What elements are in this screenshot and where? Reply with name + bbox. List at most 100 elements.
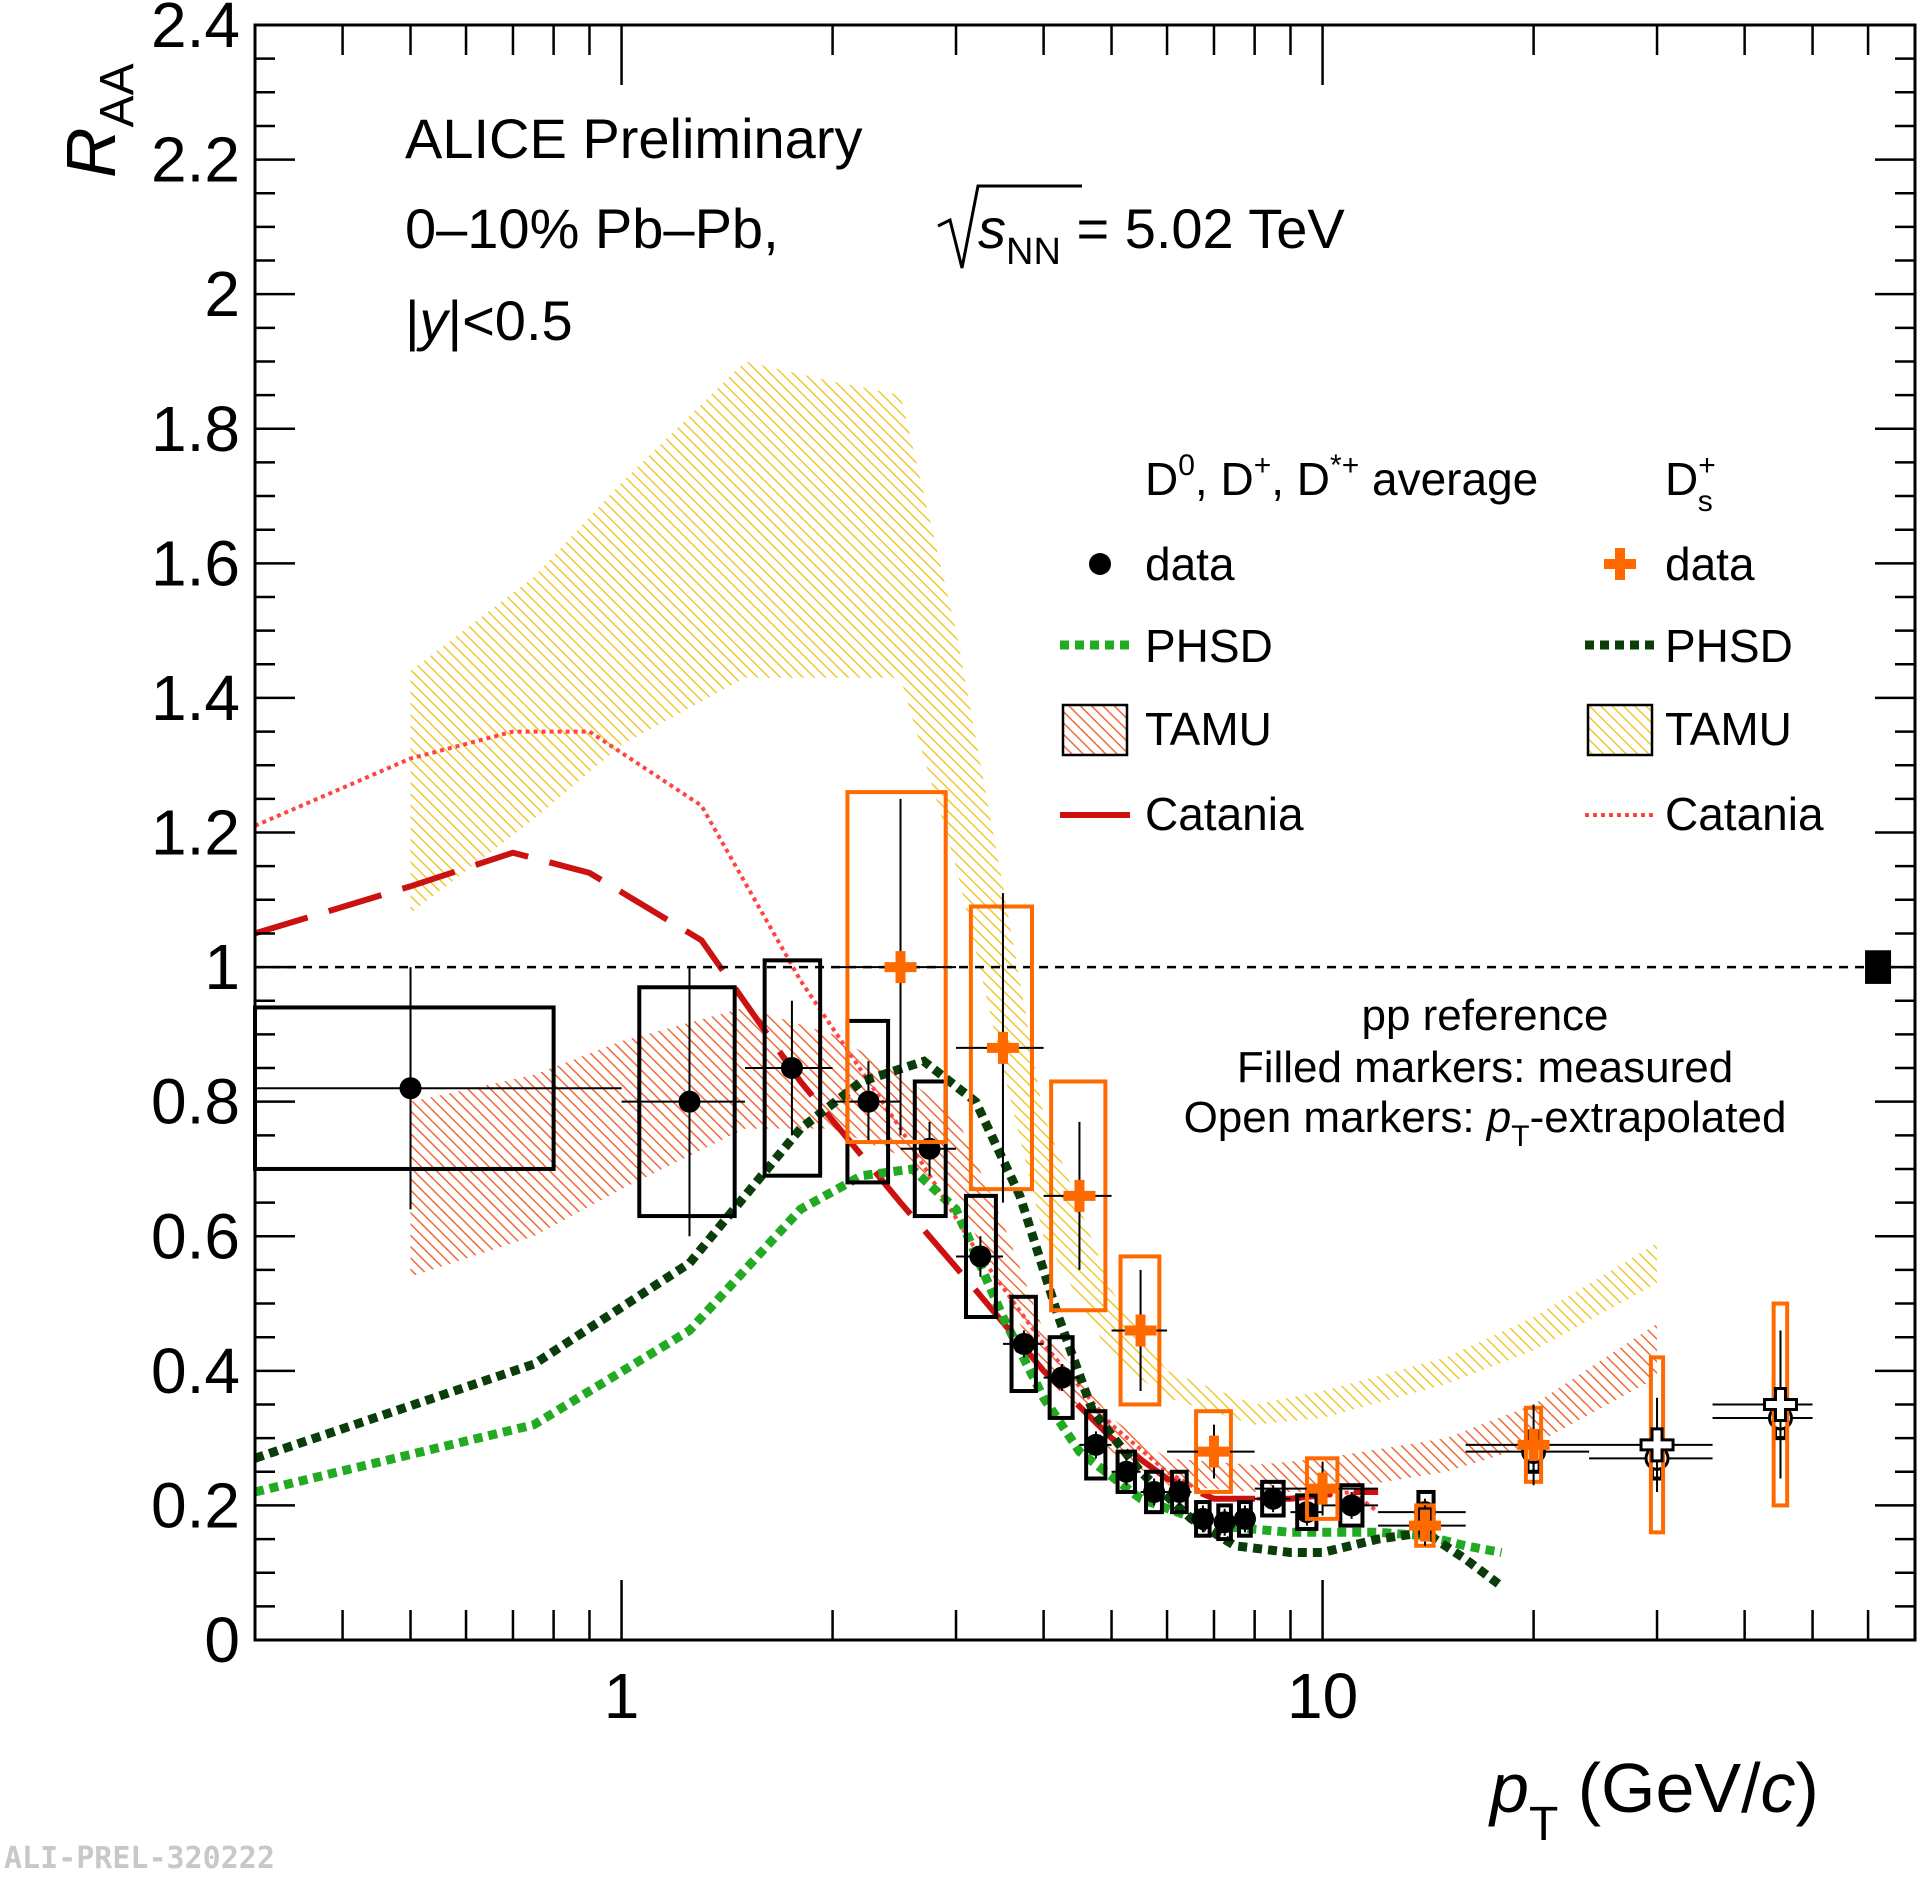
d-point-2 [744,958,833,1178]
marker [1197,1435,1230,1468]
rapidity-label: |y|<0.5 [405,289,573,352]
ds-point-4 [1167,1409,1255,1494]
marker [1143,1480,1166,1503]
y-tick-label: 0 [204,1604,240,1676]
marker [1012,1332,1035,1355]
d-point-5 [956,1193,1003,1319]
y-tick-label: 0.8 [151,1066,240,1138]
legend-d-phsd-label: PHSD [1145,620,1273,672]
legend-ds-phsd-label: PHSD [1665,620,1793,672]
x-tick-labels: 1 10 [604,1660,1358,1732]
d-point-1 [621,967,745,1237]
legend-header-left: D0, D+, D*+ average [1145,449,1538,505]
legend-ds-data-label: data [1665,538,1755,590]
marker [1213,1511,1236,1534]
x-axis-title-unit: (GeV/ [1558,1749,1761,1827]
ds-point-6 [1378,1503,1466,1548]
y-tick-label: 0.2 [151,1469,240,1541]
legend-d-tamu-label: TAMU [1145,703,1272,755]
ds-point-1 [956,893,1044,1203]
marker [969,1245,992,1268]
y-axis-title-r: R [52,127,130,178]
marker [1191,1507,1214,1530]
phsd-ds-curve [255,1056,1505,1590]
system-label-s: s [978,197,1006,260]
marker [1168,1480,1191,1503]
y-tick-label: 0.4 [151,1335,240,1407]
x-axis-title-p: p [1488,1749,1529,1827]
legend: D0, D+, D*+ average D+ s data PHSD TAMU C… [1060,449,1824,840]
d-point-15 [1254,1479,1291,1518]
marker [1762,1386,1798,1422]
ds-point-0 [832,790,957,1145]
legend-ds-tamu-swatch [1586,703,1654,757]
y-axis-title: RAA [52,63,144,178]
y-tick-label: 2.4 [151,0,240,61]
marker [1517,1428,1550,1461]
tamu-ds-band [410,361,1657,1425]
marker [1063,1179,1096,1212]
marker [1639,1427,1675,1463]
system-label-a: 0–10% Pb–Pb, [405,197,779,260]
model-curves [255,361,1657,1590]
d-point-13 [1213,1503,1236,1542]
d-point-0 [253,967,622,1210]
axis-ticks [253,23,1917,1642]
d-point-9 [1111,1449,1141,1494]
x-axis-title-close: ) [1796,1749,1819,1827]
legend-header-right: D+ s [1665,449,1716,518]
sqrt-sign-icon [937,184,1082,269]
system-label: 0–10% Pb–Pb, sNN = 5.02 TeV [405,184,1346,273]
y-axis-title-sub: AA [91,63,144,127]
marker [1084,1433,1107,1456]
d-point-8 [1079,1409,1112,1481]
rapidity-label-a: | [405,289,420,352]
ds-point-5 [1254,1456,1379,1521]
legend-d-data-label: data [1145,538,1235,590]
marker [1115,1460,1138,1483]
y-tick-label: 1 [204,931,240,1003]
ds-point-8 [1589,1355,1713,1535]
marker [1340,1494,1363,1517]
y-tick-label: 1.6 [151,527,240,599]
ds-point-2 [1043,1079,1112,1313]
d-point-14 [1233,1500,1256,1538]
y-tick-label: 1.2 [151,797,240,869]
y-tick-label: 2 [204,258,240,330]
x-axis-title-sub: T [1529,1798,1558,1851]
marker [1409,1509,1442,1542]
note-line-1: pp reference [1361,991,1608,1040]
y-tick-label: 2.2 [151,124,240,196]
d-point-10 [1140,1469,1168,1515]
marker [1124,1314,1157,1347]
d-point-12 [1191,1500,1214,1538]
d-point-17 [1322,1483,1379,1528]
ds-point-3 [1111,1254,1168,1407]
legend-ds-tamu-label: TAMU [1665,703,1792,755]
marker [1306,1472,1339,1505]
marker [399,1077,422,1100]
y-tick-labels: 0 0.2 0.4 0.6 0.8 1 1.2 1.4 1.6 1.8 2 2.2 2.4 [151,0,240,1676]
system-label-nn: NN [1006,231,1061,273]
data-points [253,790,1813,1548]
tamu-d-band [410,1007,1657,1492]
marker [780,1057,803,1080]
marker [678,1090,701,1113]
marker [1051,1366,1074,1389]
marker [1233,1507,1256,1530]
legend-d-tamu-swatch [1061,703,1129,757]
note-line-3: Open markers: pT-extrapolated [1184,1093,1787,1153]
reference-note: pp reference Filled markers: measured Op… [1184,991,1787,1153]
x-tick-label: 1 [604,1660,640,1732]
legend-d-catania-label: Catania [1145,788,1304,840]
x-axis-title-c: c [1761,1749,1796,1827]
marker [884,951,917,984]
ds-point-9 [1712,1301,1813,1508]
d-point-7 [1043,1335,1080,1420]
system-label-b: = 5.02 TeV [1061,197,1346,260]
ds-point-7 [1465,1404,1590,1486]
legend-ds-catania-label: Catania [1665,788,1824,840]
legend-ds-data-marker [1604,548,1636,580]
y-tick-label: 1.8 [151,393,240,465]
source-tag: ALI-PREL-320222 [4,1841,275,1876]
